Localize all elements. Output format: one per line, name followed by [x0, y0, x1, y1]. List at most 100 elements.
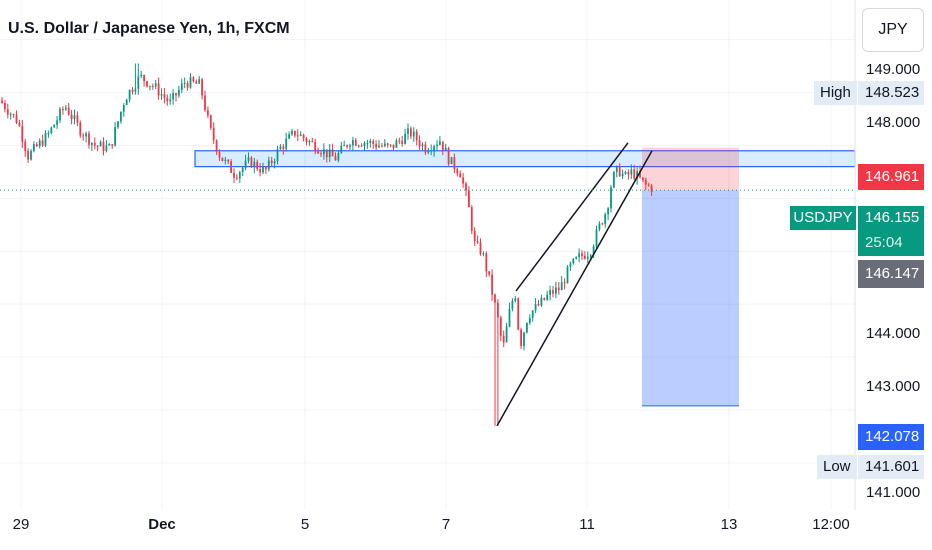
candle-body: [607, 208, 609, 215]
stop-loss-zone: [642, 147, 739, 191]
candle-body: [534, 304, 537, 311]
candle-body: [82, 135, 85, 137]
candle-body: [563, 282, 566, 284]
candle-body: [427, 151, 430, 153]
candle-body: [33, 144, 35, 151]
candle-body: [105, 145, 108, 151]
currency-button[interactable]: JPY: [862, 8, 924, 52]
candle-body: [494, 294, 496, 303]
candle-body: [610, 187, 612, 209]
candle-body: [163, 94, 166, 98]
candle-body: [134, 88, 137, 92]
candle-body: [267, 160, 270, 170]
candle-body: [572, 258, 575, 264]
candle-body: [505, 326, 508, 343]
candle-body: [175, 93, 177, 96]
candle-body: [560, 282, 563, 291]
stop-loss-price-label: 146.961: [858, 164, 924, 190]
candle-body: [357, 145, 360, 147]
candle-body: [636, 171, 638, 179]
candle-body: [386, 143, 389, 145]
candle-body: [473, 230, 476, 242]
candle-body: [38, 140, 41, 147]
candle-body: [531, 310, 534, 318]
candle-body: [459, 173, 462, 178]
candle-body: [618, 165, 621, 177]
candle-body: [73, 115, 76, 119]
candle-body: [526, 322, 528, 333]
candle-body: [401, 140, 404, 145]
time-tick-label: 11: [579, 516, 595, 533]
candle-body: [337, 152, 340, 161]
candle-body: [491, 274, 493, 295]
candle-body: [369, 140, 372, 143]
candle-body: [613, 172, 615, 188]
candle-body: [555, 287, 557, 294]
candle-body: [183, 83, 186, 85]
candle-body: [21, 125, 24, 142]
candle-body: [108, 144, 111, 146]
candle-body: [383, 143, 386, 147]
candle-body: [154, 83, 157, 87]
price-tick-label: 148.000: [866, 114, 921, 131]
candle-body: [586, 256, 589, 259]
candle-body: [589, 255, 592, 257]
candle-body: [453, 157, 456, 170]
candle-body: [621, 173, 624, 177]
candle-body: [627, 171, 630, 175]
candle-body: [378, 145, 380, 148]
candle-body: [595, 229, 598, 247]
candle-body: [407, 128, 409, 134]
candle-body: [349, 145, 351, 147]
candle-body: [282, 146, 285, 149]
candle-body: [433, 146, 435, 151]
candle-body: [294, 130, 296, 136]
candle-body: [180, 83, 183, 90]
bar-countdown-label: 25:04: [858, 230, 924, 256]
candle-body: [389, 144, 392, 146]
candle-body: [317, 151, 319, 154]
candle-body: [24, 141, 27, 151]
candle-body: [305, 138, 308, 143]
candle-body: [186, 83, 189, 88]
candle-body: [189, 77, 192, 88]
candle-body: [642, 177, 644, 180]
candle-body: [247, 157, 250, 161]
candle-body: [70, 114, 73, 119]
candle-body: [528, 317, 531, 323]
candle-body: [96, 145, 99, 147]
candle-body: [56, 120, 58, 125]
candle-body: [363, 143, 366, 147]
candle-body: [209, 115, 212, 128]
candle-body: [207, 110, 209, 116]
candle-body: [9, 114, 12, 116]
candle-body: [436, 144, 438, 147]
candle-body: [375, 144, 377, 148]
candle-body: [543, 297, 546, 300]
candle-body: [178, 89, 180, 96]
candle-body: [265, 167, 267, 170]
chart-grid: [0, 0, 855, 510]
low-label: Low: [817, 455, 857, 479]
candle-body: [410, 128, 412, 137]
candle-body: [456, 169, 459, 174]
support-zone[interactable]: [194, 150, 856, 168]
price-tick-label: 149.000: [866, 61, 921, 78]
candle-body: [462, 177, 464, 184]
candle-body: [404, 133, 406, 145]
candle-body: [439, 141, 441, 145]
short-position-tool[interactable]: [642, 147, 739, 407]
candle-body: [381, 145, 383, 147]
candle-body: [4, 102, 6, 110]
candle-body: [166, 97, 169, 102]
chart-title: U.S. Dollar / Japanese Yen, 1h, FXCM: [8, 20, 290, 37]
candle-body: [584, 255, 586, 259]
candle-body: [482, 253, 485, 255]
candle-body: [372, 140, 375, 145]
candle-body: [285, 138, 288, 149]
candle-body: [131, 89, 134, 92]
candle-body: [85, 133, 87, 137]
rising-wedge-drawing[interactable]: [496, 142, 653, 427]
candle-body: [346, 145, 348, 147]
